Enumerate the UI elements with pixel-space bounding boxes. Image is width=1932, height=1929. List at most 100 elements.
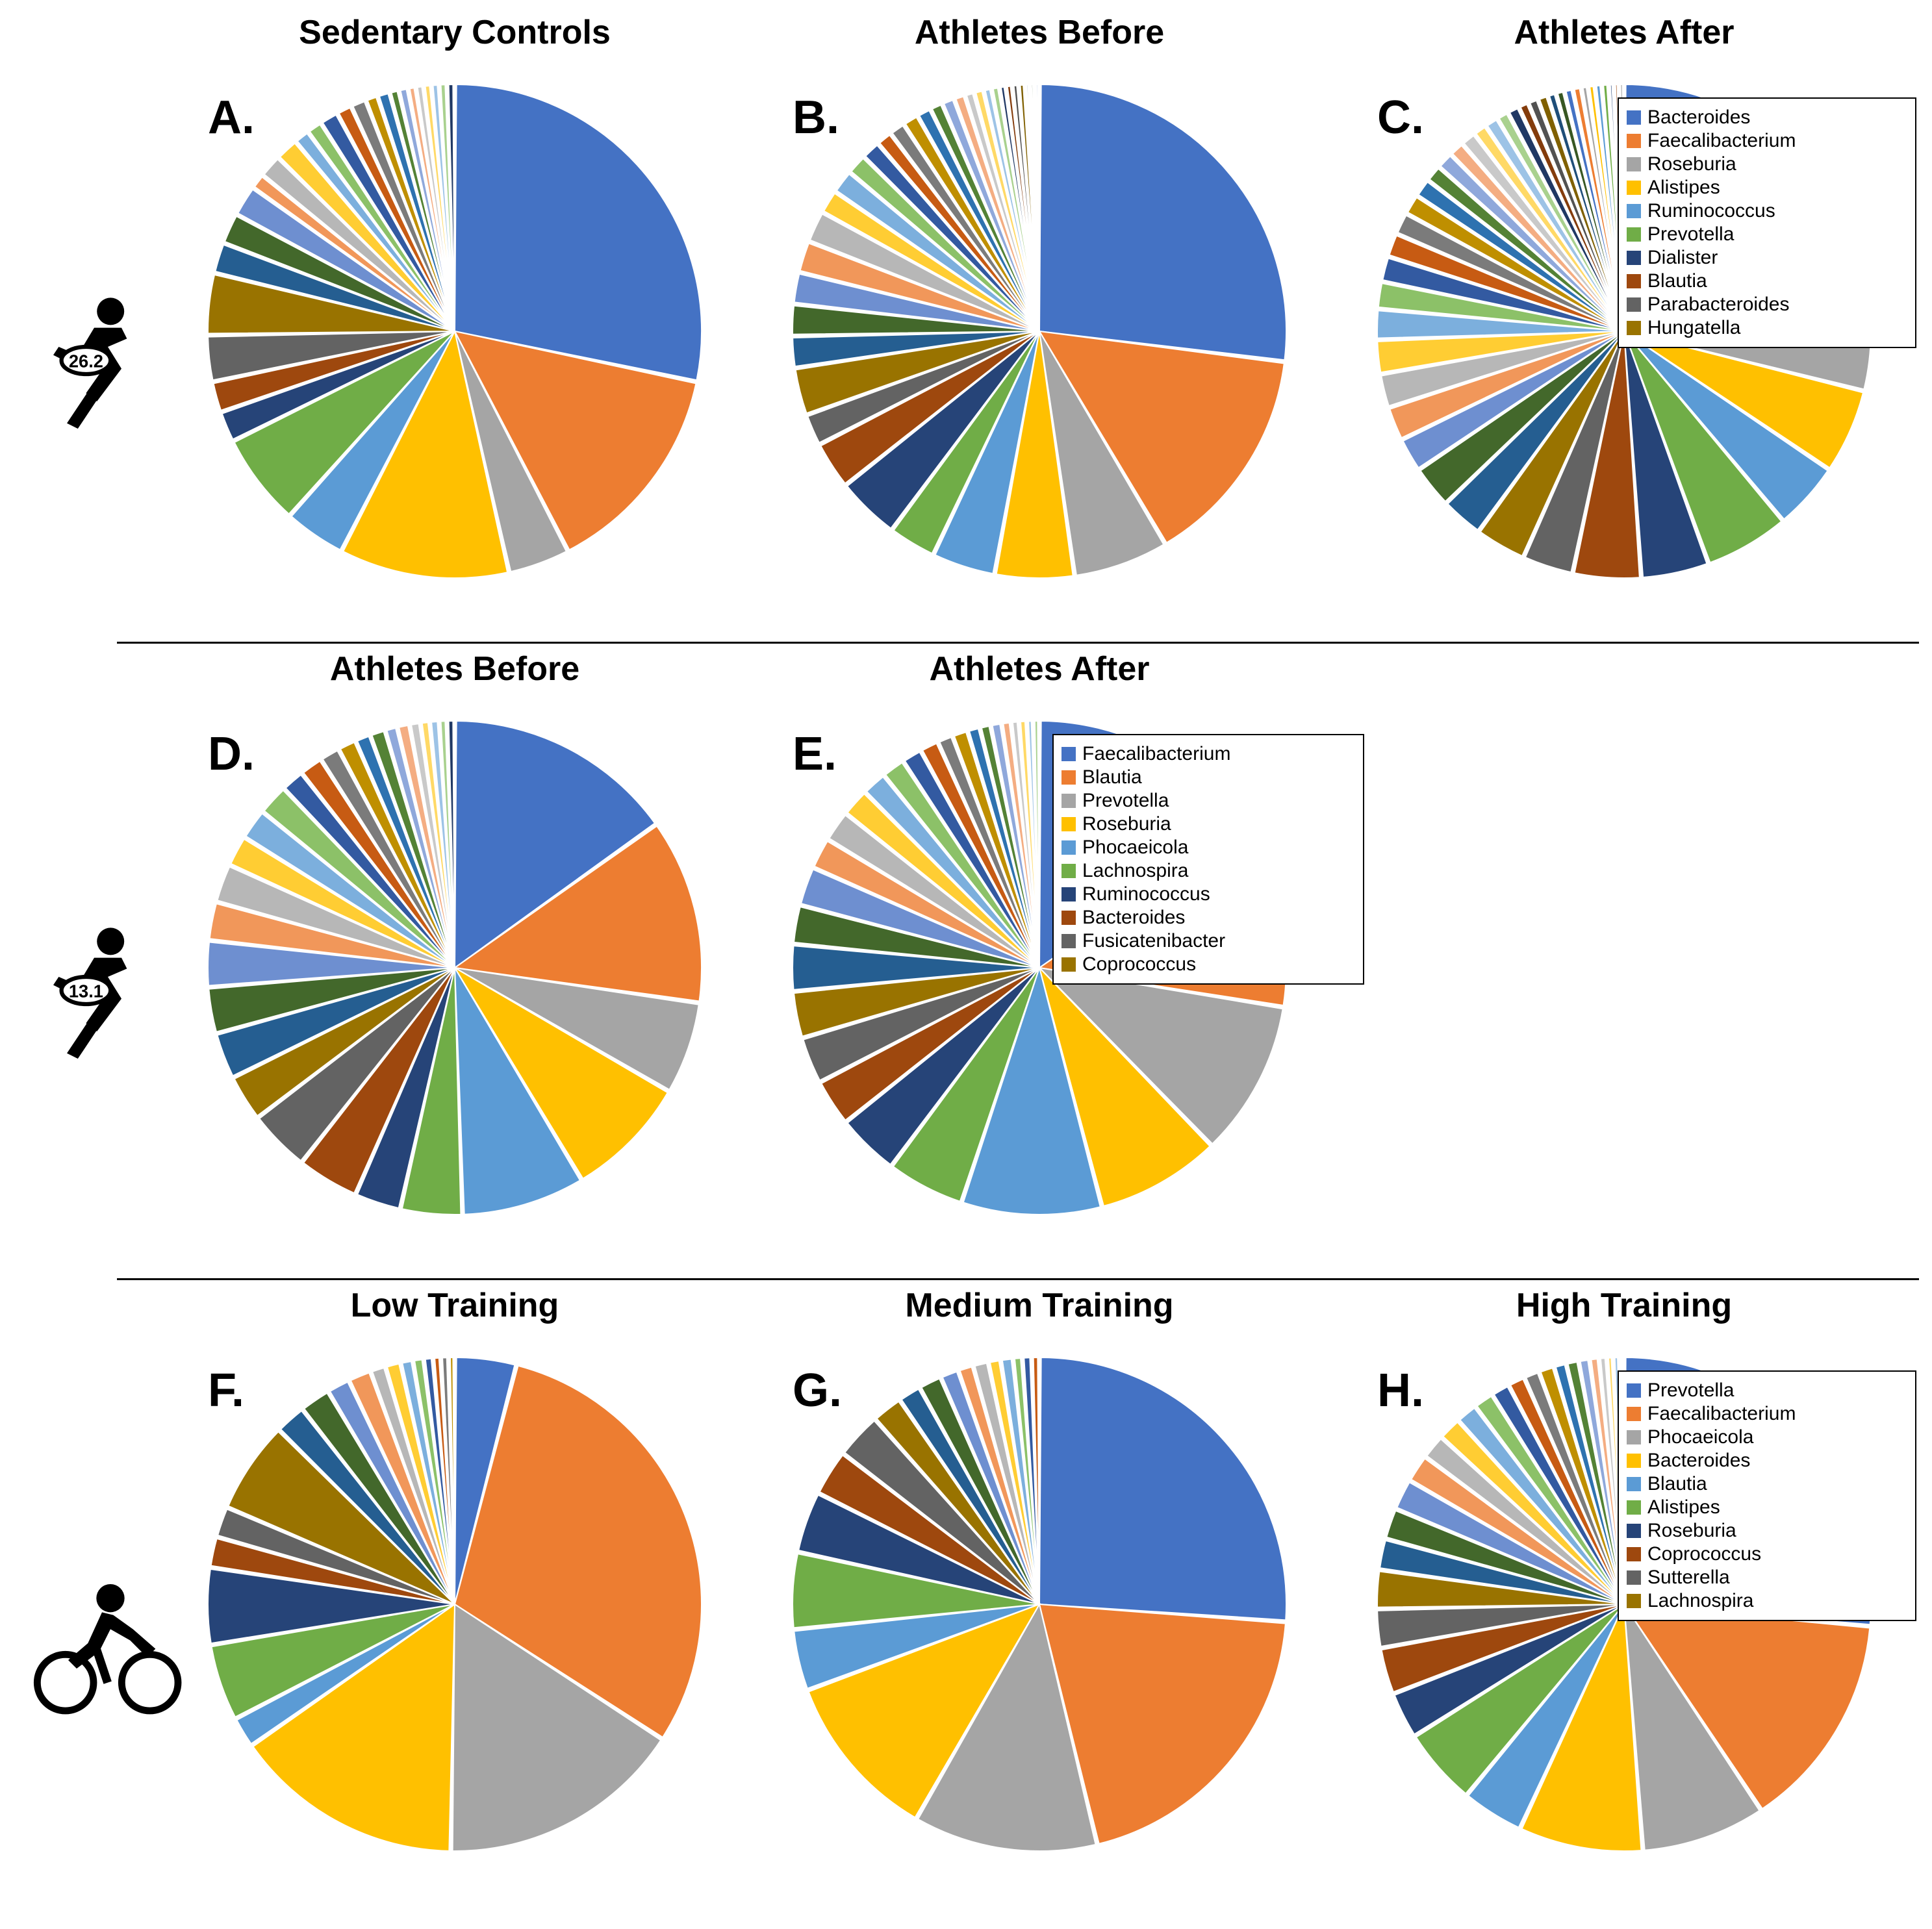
legend-item: Blautia [1061, 766, 1355, 788]
legend-swatch [1627, 157, 1641, 171]
legend-item: Parabacteroides [1627, 294, 1907, 316]
legend-swatch [1627, 321, 1641, 335]
runner-icon: 13.1 [26, 922, 162, 1059]
legend-item: Dialister [1627, 247, 1907, 269]
legend-swatch [1061, 840, 1076, 855]
legend-swatch [1627, 1477, 1641, 1491]
pie-chart [201, 78, 708, 588]
legend-label: Dialister [1647, 247, 1718, 269]
legend-label: Prevotella [1647, 223, 1734, 246]
legend-item: Coprococcus [1627, 1543, 1907, 1565]
legend-label: Lachnospira [1082, 860, 1188, 882]
legend-label: Bacteroides [1082, 907, 1185, 929]
legend-item: Faecalibacterium [1627, 130, 1907, 152]
legend-item: Blautia [1627, 1473, 1907, 1495]
legend: PrevotellaFaecalibacteriumPhocaeicolaBac… [1618, 1370, 1916, 1621]
legend-swatch [1061, 911, 1076, 925]
legend-item: Faecalibacterium [1627, 1403, 1907, 1425]
legend-item: Phocaeicola [1061, 837, 1355, 859]
legend-label: Parabacteroides [1647, 294, 1789, 316]
legend-swatch [1627, 1500, 1641, 1515]
pie-chart [786, 78, 1293, 588]
row-divider [117, 642, 1919, 644]
legend-item: Phocaeicola [1627, 1426, 1907, 1448]
legend-item: Bacteroides [1627, 107, 1907, 129]
legend-label: Lachnospira [1647, 1590, 1753, 1612]
legend-label: Blautia [1082, 766, 1142, 788]
legend-item: Coprococcus [1061, 953, 1355, 976]
legend-item: Bacteroides [1627, 1450, 1907, 1472]
legend-label: Prevotella [1647, 1380, 1734, 1402]
legend-item: Blautia [1627, 270, 1907, 292]
legend-swatch [1627, 1454, 1641, 1468]
legend-label: Coprococcus [1647, 1543, 1761, 1565]
legend-item: Roseburia [1627, 153, 1907, 175]
pie-chart [786, 1351, 1293, 1861]
legend-label: Roseburia [1647, 1520, 1736, 1542]
legend-swatch [1627, 1547, 1641, 1561]
row-divider [117, 1278, 1919, 1280]
svg-text:13.1: 13.1 [69, 981, 103, 1002]
legend-label: Alistipes [1647, 177, 1720, 199]
legend-label: Phocaeicola [1082, 837, 1188, 859]
legend-item: Prevotella [1627, 1380, 1907, 1402]
chart-title: Low Training [169, 1286, 741, 1325]
legend-swatch [1627, 204, 1641, 218]
legend-label: Bacteroides [1647, 107, 1750, 129]
legend: BacteroidesFaecalibacteriumRoseburiaAlis… [1618, 97, 1916, 348]
legend-swatch [1627, 274, 1641, 288]
legend-item: Roseburia [1627, 1520, 1907, 1542]
chart-cell: Low TrainingF. [169, 1286, 741, 1858]
runner-icon: 26.2 [26, 292, 162, 429]
legend-label: Faecalibacterium [1082, 743, 1230, 765]
legend-label: Fusicatenibacter [1082, 930, 1225, 952]
legend-item: Alistipes [1627, 1496, 1907, 1519]
chart-title: Athletes Before [169, 649, 741, 688]
chart-cell: Athletes BeforeD. [169, 649, 741, 1221]
chart-title: Athletes After [1338, 13, 1910, 52]
legend-swatch [1061, 817, 1076, 831]
chart-title: Athletes After [754, 649, 1325, 688]
legend-swatch [1627, 1407, 1641, 1421]
legend-label: Faecalibacterium [1647, 1403, 1796, 1425]
legend-swatch [1627, 1430, 1641, 1444]
legend-swatch [1627, 1594, 1641, 1608]
legend-swatch [1061, 887, 1076, 901]
legend-label: Roseburia [1647, 153, 1736, 175]
legend-swatch [1061, 747, 1076, 761]
legend-swatch [1061, 794, 1076, 808]
legend-item: Lachnospira [1061, 860, 1355, 882]
chart-title: Sedentary Controls [169, 13, 741, 52]
chart-cell: Sedentary ControlsA. [169, 13, 741, 585]
legend-label: Prevotella [1082, 790, 1169, 812]
pie-chart [201, 714, 708, 1224]
legend-label: Ruminococcus [1647, 200, 1775, 222]
legend-item: Faecalibacterium [1061, 743, 1355, 765]
legend-item: Ruminococcus [1627, 200, 1907, 222]
chart-title: Medium Training [754, 1286, 1325, 1325]
legend-label: Bacteroides [1647, 1450, 1750, 1472]
legend: FaecalibacteriumBlautiaPrevotellaRosebur… [1052, 734, 1364, 985]
legend-item: Alistipes [1627, 177, 1907, 199]
svg-text:26.2: 26.2 [69, 351, 103, 372]
figure-root: 26.2 Sedentary ControlsA.Athletes Before… [13, 13, 1932, 1916]
chart-cell: Medium TrainingG. [754, 1286, 1325, 1858]
legend-label: Sutterella [1647, 1567, 1730, 1589]
legend-swatch [1627, 134, 1641, 148]
legend-swatch [1061, 864, 1076, 878]
legend-swatch [1627, 297, 1641, 312]
legend-item: Roseburia [1061, 813, 1355, 835]
legend-swatch [1061, 934, 1076, 948]
legend-item: Prevotella [1627, 223, 1907, 246]
legend-swatch [1627, 227, 1641, 242]
legend-item: Fusicatenibacter [1061, 930, 1355, 952]
legend-label: Hungatella [1647, 317, 1740, 339]
cyclist-icon [26, 1572, 162, 1708]
chart-title: High Training [1338, 1286, 1910, 1325]
legend-label: Alistipes [1647, 1496, 1720, 1519]
legend-item: Prevotella [1061, 790, 1355, 812]
chart-cell: Athletes BeforeB. [754, 13, 1325, 585]
legend-swatch [1061, 957, 1076, 972]
legend-label: Coprococcus [1082, 953, 1196, 976]
legend-label: Blautia [1647, 1473, 1707, 1495]
